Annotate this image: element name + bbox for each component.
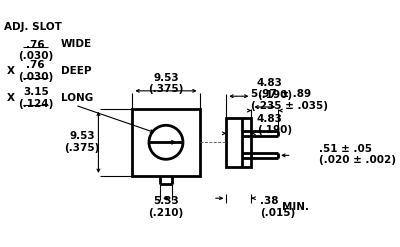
Text: 4.83
(.190): 4.83 (.190) (257, 114, 292, 135)
Text: .76
(.030): .76 (.030) (18, 40, 54, 62)
Text: 3.15
(.124): 3.15 (.124) (18, 87, 54, 109)
Text: .51 ± .05
(.020 ± .002): .51 ± .05 (.020 ± .002) (318, 144, 396, 165)
Text: 5.97 ± .89
(.235 ± .035): 5.97 ± .89 (.235 ± .035) (250, 89, 328, 111)
Text: 4.83
(.190): 4.83 (.190) (257, 78, 292, 100)
Text: 5.33
(.210): 5.33 (.210) (148, 196, 184, 218)
Text: LONG: LONG (61, 93, 93, 103)
Text: 9.53
(.375): 9.53 (.375) (65, 131, 100, 153)
Text: DEEP: DEEP (61, 66, 91, 76)
Text: WIDE: WIDE (61, 39, 92, 49)
Text: X: X (7, 93, 15, 103)
Text: ADJ. SLOT: ADJ. SLOT (4, 22, 62, 32)
Text: MIN.: MIN. (282, 202, 309, 212)
Text: .76
(.030): .76 (.030) (18, 60, 54, 82)
Text: X: X (7, 66, 15, 76)
Text: 9.53
(.375): 9.53 (.375) (148, 73, 184, 95)
Bar (132, 109, 200, 176)
Bar (226, 118, 252, 167)
Text: .38
(.015): .38 (.015) (260, 196, 296, 218)
